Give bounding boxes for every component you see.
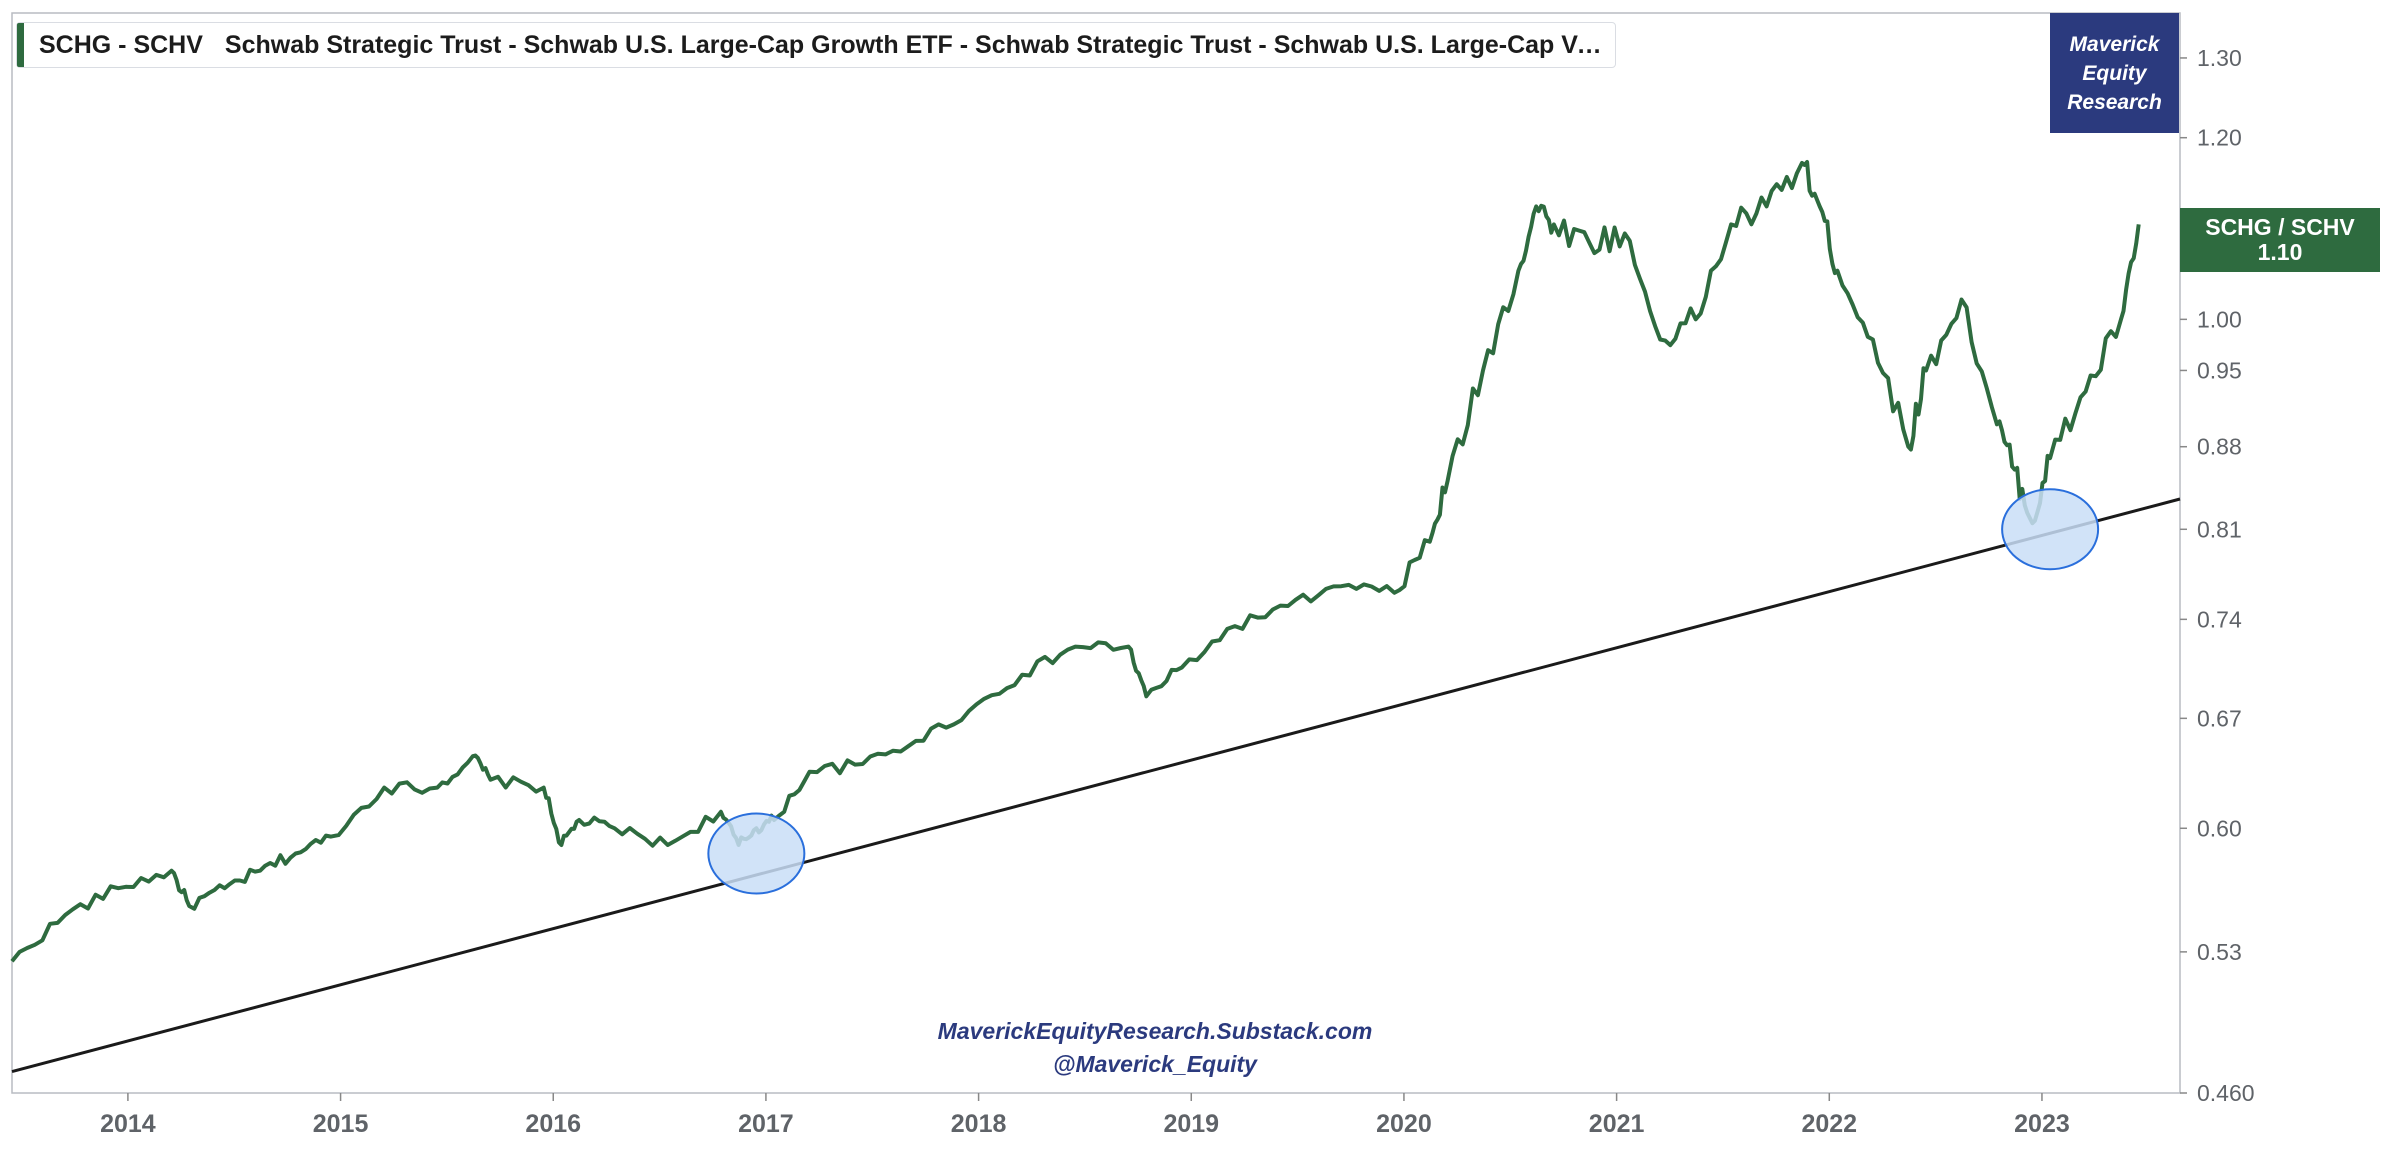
y-tick-label: 0.53 bbox=[2197, 939, 2242, 965]
legend-description: Schwab Strategic Trust - Schwab U.S. Lar… bbox=[224, 30, 1605, 59]
x-axis: 2014 2015 2016 2017 2018 2019 2020 2021 2022 2023 bbox=[100, 1093, 2070, 1138]
y-tick-label: 0.74 bbox=[2197, 606, 2242, 632]
legend-swatch bbox=[17, 23, 24, 67]
y-tick-label: 1.00 bbox=[2197, 306, 2242, 332]
brand-logo: Maverick Equity Research bbox=[2050, 13, 2179, 133]
x-tick-label: 2021 bbox=[1589, 1110, 1645, 1138]
x-tick-label: 2018 bbox=[951, 1110, 1007, 1138]
x-tick-label: 2023 bbox=[2014, 1110, 2070, 1138]
x-tick-label: 2016 bbox=[525, 1110, 581, 1138]
x-tick-label: 2019 bbox=[1163, 1110, 1219, 1138]
trendline-touch-highlight bbox=[2001, 488, 2100, 571]
legend[interactable]: SCHG - SCHV Schwab Strategic Trust - Sch… bbox=[16, 22, 1616, 68]
series-layer bbox=[10, 160, 2141, 963]
x-tick-label: 2020 bbox=[1376, 1110, 1432, 1138]
watermark-url: MaverickEquityResearch.Substack.com bbox=[937, 1018, 1373, 1044]
last-value-label: SCHG / SCHV bbox=[2205, 214, 2355, 240]
brand-line-1: Maverick bbox=[2069, 32, 2160, 56]
trendline bbox=[11, 497, 2181, 1074]
y-tick-label: 0.88 bbox=[2197, 434, 2242, 460]
x-tick-label: 2014 bbox=[100, 1110, 156, 1138]
highlight-layer bbox=[707, 488, 2100, 895]
y-tick-label: 0.95 bbox=[2197, 357, 2242, 383]
y-axis: 1.30 1.20 1.00 0.95 0.88 0.81 0.74 0.67 0.60 0.53… bbox=[2180, 45, 2255, 1106]
last-value: 1.10 bbox=[2257, 239, 2303, 265]
trendline-touch-highlight bbox=[707, 812, 806, 895]
legend-symbol: SCHG - SCHV bbox=[39, 30, 203, 59]
y-tick-label: 1.20 bbox=[2197, 125, 2242, 151]
last-value-tag: SCHG / SCHV 1.10 bbox=[2180, 208, 2380, 272]
watermark-handle: @Maverick_Equity bbox=[1053, 1051, 1257, 1077]
ratio-series-line bbox=[10, 160, 2141, 963]
y-tick-label: 0.81 bbox=[2197, 516, 2242, 542]
y-tick-label: 0.67 bbox=[2197, 705, 2242, 731]
plot-frame bbox=[11, 12, 2181, 1094]
brand-line-3: Research bbox=[2067, 90, 2162, 114]
trendline-layer bbox=[11, 497, 2181, 1074]
x-tick-label: 2022 bbox=[1801, 1110, 1857, 1138]
y-tick-label: 0.60 bbox=[2197, 815, 2242, 841]
x-tick-label: 2015 bbox=[313, 1110, 369, 1138]
x-tick-label: 2017 bbox=[738, 1110, 794, 1138]
y-tick-label: 0.460 bbox=[2197, 1080, 2255, 1106]
brand-line-2: Equity bbox=[2082, 61, 2147, 85]
y-tick-label: 1.30 bbox=[2197, 45, 2242, 71]
